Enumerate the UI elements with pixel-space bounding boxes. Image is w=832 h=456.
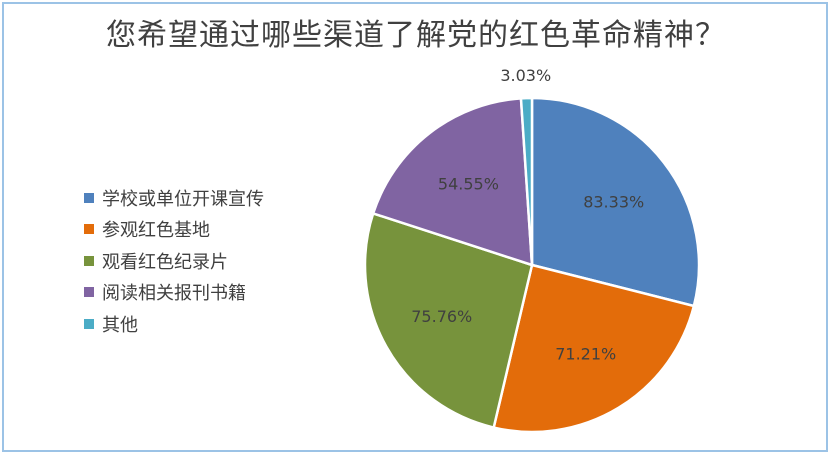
data-label: 71.21% bbox=[555, 344, 616, 363]
pie-slice bbox=[371, 97, 534, 267]
legend-item: 观看红色纪录片 bbox=[84, 245, 324, 277]
data-label: 83.33% bbox=[583, 192, 644, 211]
legend-swatch bbox=[84, 318, 94, 329]
pie-slice bbox=[492, 263, 696, 434]
chart-legend: 学校或单位开课宣传 参观红色基地 观看红色纪录片 阅读相关报刊书籍 其他 bbox=[84, 182, 324, 340]
legend-swatch bbox=[84, 224, 94, 235]
legend-swatch bbox=[84, 255, 94, 266]
legend-item: 阅读相关报刊书籍 bbox=[84, 277, 324, 309]
legend-label: 其他 bbox=[102, 314, 138, 336]
legend-label: 阅读相关报刊书籍 bbox=[102, 283, 246, 305]
data-label: 3.03% bbox=[500, 66, 551, 85]
pie-slice bbox=[363, 211, 534, 430]
legend-label: 参观红色基地 bbox=[102, 220, 210, 242]
legend-item: 学校或单位开课宣传 bbox=[84, 182, 324, 214]
legend-item: 其他 bbox=[84, 308, 324, 340]
legend-label: 学校或单位开课宣传 bbox=[102, 188, 264, 210]
pie-slice bbox=[519, 96, 534, 266]
legend-label: 观看红色纪录片 bbox=[102, 251, 228, 273]
data-label: 54.55% bbox=[438, 174, 499, 193]
chart-title: 您希望通过哪些渠道了解党的红色革命精神？ bbox=[106, 18, 726, 53]
legend-swatch bbox=[84, 287, 94, 298]
pie-slice bbox=[530, 96, 701, 308]
legend-swatch bbox=[84, 192, 94, 203]
data-label: 75.76% bbox=[411, 307, 472, 326]
legend-item: 参观红色基地 bbox=[84, 214, 324, 246]
